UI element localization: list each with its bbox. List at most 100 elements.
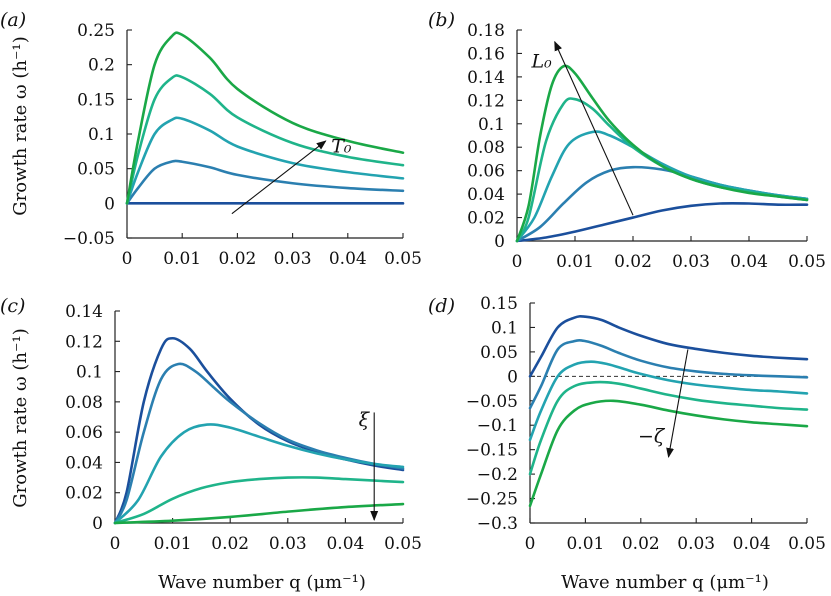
x-tick-label: 0.05 (384, 534, 422, 554)
y-tick-label: 0.2 (88, 56, 115, 76)
x-tick-label: 0.02 (211, 534, 249, 554)
x-tick-label: 0 (525, 534, 536, 554)
y-tick-label: −0.15 (466, 441, 518, 461)
series-line-T0-5 (125, 31, 405, 205)
x-tick-label: 0.04 (730, 252, 768, 272)
series-line-xi-4 (113, 476, 405, 525)
y-tick-label: 0 (92, 514, 103, 534)
parameter-arrow (666, 349, 689, 458)
series-line-zeta-4 (528, 380, 809, 476)
x-tick-label: 0.03 (274, 249, 312, 269)
x-tick-label: 0.05 (788, 252, 826, 272)
y-tick-label: 0.02 (467, 209, 505, 229)
parameter-label: −ζ (638, 425, 666, 447)
x-tick-label: 0.03 (672, 252, 710, 272)
plot-d: 0 0.01 0.02 0.03 0.04 0.05 −0.3 −0.25 −0.2 −0.15 −… (466, 294, 826, 554)
x-tick-label: 0 (122, 249, 133, 269)
panel-b: (b) (428, 9, 455, 31)
y-tick-label: −0.25 (466, 490, 518, 510)
y-tick-label: 0.15 (480, 294, 518, 314)
y-tick-label: −0.05 (63, 229, 115, 249)
x-tick-label: 0.01 (556, 252, 594, 272)
series-line-zeta-5 (528, 399, 809, 508)
y-tick-label: 0.05 (77, 160, 115, 180)
plot-b: 0 0.01 0.02 0.03 0.04 0.05 0 0.02 0.04 0.06 0.08 0.… (467, 21, 826, 272)
series-line-T0-2 (125, 159, 405, 205)
x-tick-label: 0.01 (566, 534, 604, 554)
x-tick-label: 0.03 (269, 534, 307, 554)
x-tick-label: 0.04 (329, 249, 367, 269)
y-tick-label: 0.1 (76, 363, 103, 383)
x-tick-label: 0 (512, 252, 523, 272)
y-tick-label: −0.3 (477, 514, 518, 534)
y-tick-label: 0.14 (65, 302, 103, 322)
y-tick-label: 0 (494, 232, 505, 252)
x-axis-label-c: Wave number q (μm⁻¹) (158, 572, 366, 593)
plot-c: 0 0.01 0.02 0.03 0.04 0.05 0 0.02 0.04 0.06 0.08 0.… (65, 302, 422, 554)
series-line-L0-3 (515, 130, 809, 243)
series-line-T0-4 (125, 74, 405, 205)
panel-label-b: (b) (428, 9, 455, 31)
parameter-arrow (554, 40, 634, 216)
y-tick-label: 0.04 (65, 453, 103, 473)
x-tick-label: 0.01 (163, 249, 201, 269)
x-tick-label: 0.03 (677, 534, 715, 554)
y-tick-label: 0.12 (467, 91, 505, 111)
y-tick-label: 0.25 (77, 21, 115, 41)
parameter-arrow (231, 140, 327, 215)
series-line-zeta-1 (528, 315, 809, 378)
y-tick-label: 0.1 (478, 115, 505, 135)
y-tick-label: −0.05 (466, 392, 518, 412)
y-tick-label: 0.16 (467, 44, 505, 64)
series-line-xi-5 (113, 502, 405, 525)
series-line-zeta-3 (528, 360, 809, 442)
x-tick-label: 0 (110, 534, 121, 554)
y-tick-label: 0.08 (65, 393, 103, 413)
x-tick-label: 0.05 (788, 534, 826, 554)
x-tick-label: 0.05 (384, 249, 422, 269)
panel-a: (a) Growth rate ω (h⁻¹) (0, 9, 31, 216)
plot-a: 0 0.01 0.02 0.03 0.04 0.05 −0.05 0 0.05 0.1 0.15 0.… (63, 21, 422, 269)
parameter-label: ξ (359, 409, 371, 431)
panel-label-d: (d) (428, 295, 455, 317)
x-tick-label: 0.02 (614, 252, 652, 272)
x-tick-label: 0.04 (733, 534, 771, 554)
y-tick-label: 0.02 (65, 484, 103, 504)
y-tick-label: 0.06 (65, 423, 103, 443)
series-line-xi-2 (113, 362, 405, 525)
y-tick-label: 0 (104, 194, 115, 214)
y-tick-label: 0.15 (77, 90, 115, 110)
y-tick-label: −0.1 (477, 416, 518, 436)
y-tick-label: 0.05 (480, 343, 518, 363)
parameter-label: T₀ (331, 136, 352, 158)
panel-label-a: (a) (0, 9, 26, 31)
panel-c: (c) Growth rate ω (h⁻¹) Wave number q (μ… (0, 295, 366, 593)
y-tick-label: −0.2 (477, 465, 518, 485)
series-line-L0-5 (515, 64, 809, 243)
x-tick-label: 0.04 (326, 534, 364, 554)
x-axis-label-d: Wave number q (μm⁻¹) (561, 572, 769, 593)
y-tick-label: 0.08 (467, 138, 505, 158)
series-line-L0-1 (515, 201, 809, 243)
parameter-label: L₀ (531, 51, 553, 73)
x-tick-label: 0.02 (218, 249, 256, 269)
y-tick-label: 0.1 (88, 125, 115, 145)
y-tick-label: 0.18 (467, 21, 505, 41)
panel-label-c: (c) (0, 295, 25, 317)
y-tick-label: 0.06 (467, 162, 505, 182)
series-line-zeta-2 (528, 339, 809, 410)
panel-d: (d) Wave number q (μm⁻¹) (428, 295, 769, 593)
y-axis-label-a: Growth rate ω (h⁻¹) (10, 36, 31, 215)
x-tick-label: 0.02 (622, 534, 660, 554)
y-tick-label: 0.1 (491, 318, 518, 338)
series-line-T0-3 (125, 116, 405, 205)
series-line-xi-3 (113, 423, 405, 525)
y-axis-label-c: Growth rate ω (h⁻¹) (10, 328, 31, 507)
x-tick-label: 0.01 (154, 534, 192, 554)
y-tick-label: 0 (507, 367, 518, 387)
y-tick-label: 0.14 (467, 68, 505, 88)
y-tick-label: 0.04 (467, 185, 505, 205)
y-tick-label: 0.12 (65, 332, 103, 352)
